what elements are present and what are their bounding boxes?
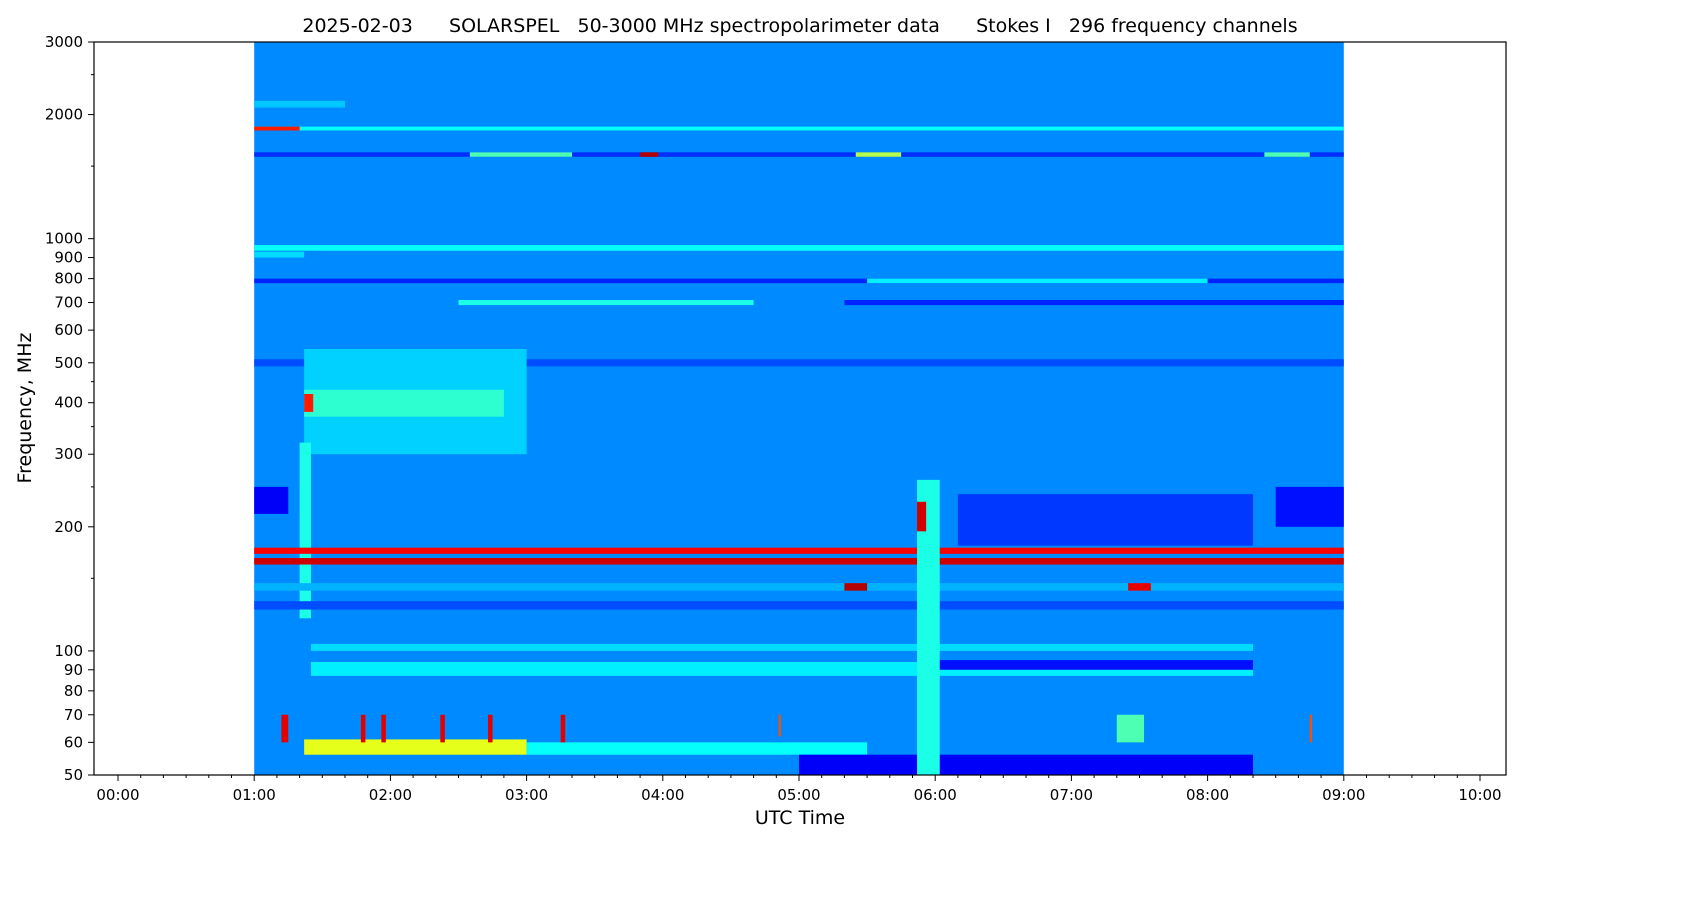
y-axis-label: Frequency, MHz bbox=[14, 333, 36, 484]
x-tick-label: 09:00 bbox=[1322, 786, 1365, 804]
heatmap-cell bbox=[254, 126, 1344, 131]
heatmap-cell bbox=[1275, 486, 1344, 527]
heatmap-cell bbox=[1116, 714, 1145, 743]
heatmap-cell bbox=[560, 714, 566, 743]
heatmap-cell bbox=[917, 479, 940, 775]
y-tick-label: 50 bbox=[64, 766, 83, 784]
x-tick-label: 05:00 bbox=[777, 786, 820, 804]
heatmap-cell bbox=[1309, 714, 1313, 743]
y-tick-label: 200 bbox=[54, 518, 83, 536]
chart-title: 2025-02-03 SOLARSPEL 50-3000 MHz spectro… bbox=[302, 15, 1297, 37]
heatmap-cell bbox=[254, 486, 289, 514]
heatmap-cell bbox=[254, 152, 1344, 157]
heatmap-cell bbox=[867, 278, 1208, 284]
heatmap-cell bbox=[360, 714, 366, 743]
y-tick-label: 70 bbox=[64, 706, 83, 724]
heatmap-cell bbox=[458, 299, 754, 306]
heatmap-cell bbox=[254, 126, 300, 131]
x-tick-label: 03:00 bbox=[505, 786, 548, 804]
y-tick-label: 400 bbox=[54, 394, 83, 412]
y-tick-label: 700 bbox=[54, 294, 83, 312]
y-tick-label: 800 bbox=[54, 270, 83, 288]
y-tick-label: 60 bbox=[64, 733, 83, 751]
heatmap-cell bbox=[855, 152, 902, 157]
heatmap-cell bbox=[488, 714, 493, 743]
heatmap-cell bbox=[299, 442, 311, 619]
y-tick-label: 1000 bbox=[45, 230, 83, 248]
y-tick-label: 900 bbox=[54, 249, 83, 267]
y-tick-label: 80 bbox=[64, 682, 83, 700]
x-axis: 00:00 01:00 02:00 03:00 04:00 05:00 06:00 07:00… bbox=[96, 775, 1502, 804]
heatmap-cell bbox=[957, 494, 1253, 546]
x-tick-label: 07:00 bbox=[1050, 786, 1093, 804]
y-tick-label: 600 bbox=[54, 321, 83, 339]
x-axis-label: UTC Time bbox=[755, 807, 845, 829]
heatmap-cell bbox=[917, 501, 927, 532]
heatmap-cell bbox=[254, 278, 1344, 284]
heatmap-cell bbox=[778, 714, 781, 737]
x-tick-label: 10:00 bbox=[1458, 786, 1501, 804]
heatmap-cell bbox=[304, 389, 504, 417]
plot-frame bbox=[93, 41, 1507, 776]
x-tick-label: 02:00 bbox=[369, 786, 412, 804]
heatmap-cell bbox=[1264, 152, 1310, 157]
heatmap-cell bbox=[799, 754, 1253, 775]
heatmap-cell bbox=[304, 393, 314, 412]
heatmap-cell bbox=[254, 359, 1344, 367]
heatmap-cell bbox=[844, 583, 868, 591]
heatmap-cell bbox=[254, 558, 1344, 565]
y-tick-label: 2000 bbox=[45, 106, 83, 124]
heatmap-cell bbox=[844, 299, 1344, 306]
heatmap-cell bbox=[526, 742, 868, 755]
heatmap-cell bbox=[381, 714, 386, 743]
heatmap-cell bbox=[254, 100, 345, 108]
heatmap-area bbox=[254, 42, 1344, 775]
heatmap-cell bbox=[304, 739, 527, 755]
heatmap-cell bbox=[254, 601, 1344, 610]
x-tick-label: 00:00 bbox=[96, 786, 139, 804]
heatmap-cell bbox=[254, 547, 1344, 554]
y-tick-label: 3000 bbox=[45, 33, 83, 51]
x-tick-label: 06:00 bbox=[914, 786, 957, 804]
heatmap-cell bbox=[640, 152, 659, 157]
x-tick-label: 01:00 bbox=[233, 786, 276, 804]
heatmap-cell bbox=[469, 152, 572, 157]
y-tick-label: 300 bbox=[54, 445, 83, 463]
x-tick-label: 04:00 bbox=[641, 786, 684, 804]
heatmap-cell bbox=[440, 714, 445, 743]
y-tick-label: 500 bbox=[54, 354, 83, 372]
y-tick-label: 100 bbox=[54, 642, 83, 660]
x-tick-label: 08:00 bbox=[1186, 786, 1229, 804]
heatmap-cell bbox=[310, 643, 1253, 651]
heatmap-cell bbox=[1128, 583, 1151, 591]
heatmap-cell bbox=[935, 660, 1253, 670]
heatmap-cell bbox=[281, 714, 289, 743]
heatmap-cell bbox=[254, 245, 1344, 251]
heatmap-cell bbox=[254, 583, 1344, 591]
heatmap-cell bbox=[254, 251, 305, 258]
y-tick-label: 90 bbox=[64, 661, 83, 679]
